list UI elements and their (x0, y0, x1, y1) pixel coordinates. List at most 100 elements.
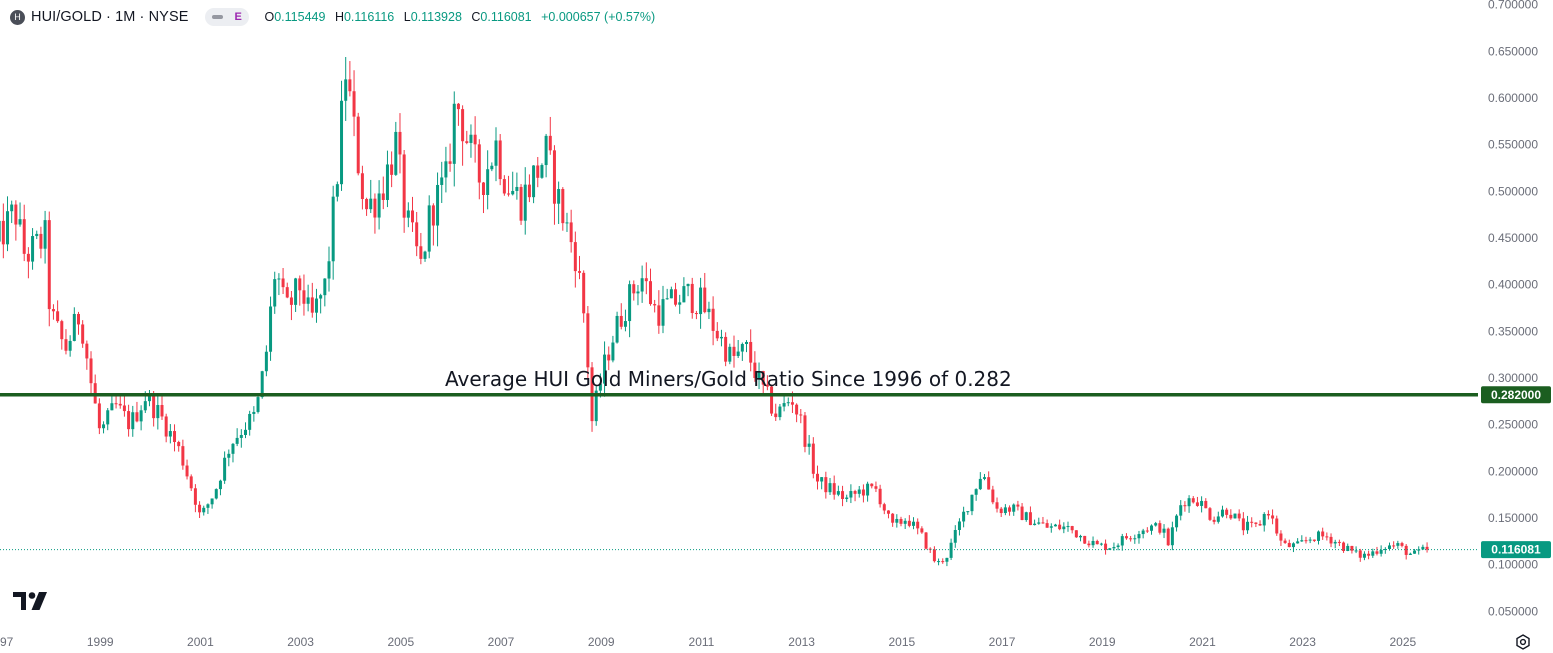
average-ratio-price-label: 0.282000 (1491, 388, 1541, 402)
candle (937, 558, 941, 566)
candle (419, 232, 423, 265)
candle (1308, 537, 1312, 544)
y-tick-label: 0.550000 (1488, 138, 1538, 152)
candle (214, 488, 218, 500)
candle (1300, 535, 1304, 542)
average-ratio-price-tag: 0.282000 (1481, 386, 1551, 404)
candle (699, 277, 703, 329)
candle (498, 134, 502, 186)
candle (248, 410, 252, 436)
candle (1425, 542, 1429, 553)
average-ratio-annotation: Average HUI Gold Miners/Gold Ratio Since… (445, 367, 1012, 391)
candle (778, 404, 782, 421)
y-tick-label: 0.400000 (1488, 278, 1538, 292)
minus-icon (211, 15, 223, 19)
candle (1016, 500, 1020, 511)
candle (1371, 548, 1375, 558)
candle (511, 171, 515, 196)
candle (406, 202, 410, 228)
candle (448, 143, 452, 172)
candle (1275, 515, 1279, 536)
candle (527, 174, 531, 203)
candle (1154, 521, 1158, 527)
last-price-label: 0.116081 (1491, 543, 1541, 557)
candle (1162, 524, 1166, 539)
candle (519, 184, 523, 225)
chart-settings-icon[interactable] (1515, 634, 1531, 650)
candle (1150, 524, 1154, 535)
candle (127, 404, 131, 437)
candle (1053, 523, 1057, 527)
x-tick-label: 2017 (989, 635, 1016, 649)
candle (1175, 514, 1179, 532)
candle (173, 424, 177, 452)
candle (344, 57, 348, 121)
candle (486, 150, 490, 210)
candle (1158, 520, 1162, 535)
candle (1020, 503, 1024, 521)
candle (1233, 513, 1237, 519)
candle (1225, 507, 1229, 519)
candle (1321, 527, 1325, 540)
candle (795, 403, 799, 423)
candle (853, 489, 857, 502)
candle (1028, 506, 1032, 526)
symbol-title[interactable]: HUI/GOLD · 1M · NYSE (31, 9, 189, 25)
candle (715, 322, 719, 342)
candle (10, 200, 14, 224)
candle (494, 127, 498, 182)
candle (1312, 539, 1316, 543)
change-value: +0.000657 (+0.57%) (541, 10, 656, 24)
candle (1220, 505, 1224, 518)
session-toggle[interactable]: E (204, 8, 249, 26)
candle (836, 485, 840, 497)
x-tick-label: 1999 (87, 635, 114, 649)
candle (719, 329, 723, 347)
candle (1083, 535, 1087, 544)
candle (1383, 547, 1387, 554)
candle (711, 296, 715, 346)
candle (1400, 541, 1404, 548)
candle (916, 518, 920, 535)
candle (561, 187, 565, 231)
candle (22, 204, 26, 262)
candle (1304, 536, 1308, 544)
y-tick-label: 0.300000 (1488, 371, 1538, 385)
candle (1283, 538, 1287, 544)
candle (239, 429, 243, 448)
candle (302, 274, 306, 316)
candle (218, 479, 222, 496)
candle (310, 282, 314, 318)
candle (1262, 512, 1266, 532)
candle (1350, 545, 1354, 554)
candle (824, 471, 828, 499)
candle (899, 516, 903, 527)
candle (907, 515, 911, 528)
candle (552, 145, 556, 225)
candle (1291, 542, 1295, 553)
candle (323, 278, 327, 307)
candle (423, 250, 427, 262)
tradingview-logo-icon[interactable] (13, 591, 49, 611)
candle (51, 304, 55, 320)
candle (264, 345, 268, 377)
candle (298, 275, 302, 306)
candle (1070, 525, 1074, 534)
candle (565, 212, 569, 232)
candle (1062, 522, 1066, 534)
candle (807, 434, 811, 455)
candle (1325, 532, 1329, 541)
candle (394, 121, 398, 176)
candle (289, 290, 293, 321)
candle (1342, 541, 1346, 553)
candle (1216, 511, 1220, 524)
candle (360, 165, 364, 210)
candle (1108, 547, 1112, 551)
candle (941, 558, 945, 564)
candle (147, 389, 151, 407)
candle (982, 473, 986, 481)
candle (1074, 530, 1078, 538)
candle (314, 288, 318, 323)
candle (603, 341, 607, 397)
